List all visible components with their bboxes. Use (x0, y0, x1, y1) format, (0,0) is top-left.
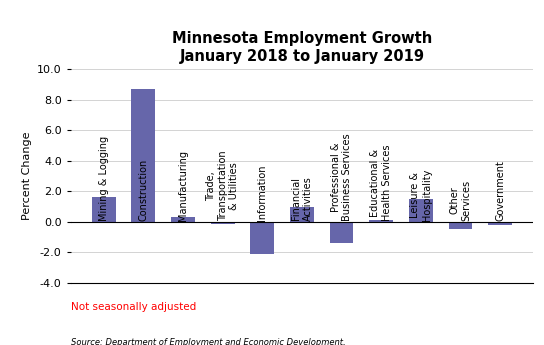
Bar (489, 222, 512, 225)
Bar (211, 222, 234, 224)
Bar (132, 89, 155, 222)
Bar (369, 220, 393, 222)
Text: Educational &
Health Services: Educational & Health Services (370, 145, 392, 221)
Text: Trade,
Transportation
& Utilities: Trade, Transportation & Utilities (206, 150, 239, 221)
Text: Not seasonally adjusted: Not seasonally adjusted (71, 303, 196, 313)
Text: Professional &
Business Services: Professional & Business Services (331, 134, 353, 221)
Title: Minnesota Employment Growth
January 2018 to January 2019: Minnesota Employment Growth January 2018… (172, 31, 432, 64)
Text: Financial
Activities: Financial Activities (291, 176, 313, 221)
Text: Leisure &
Hospitality: Leisure & Hospitality (410, 169, 432, 221)
Bar (330, 222, 354, 243)
Text: Government: Government (495, 160, 505, 221)
Bar (171, 217, 195, 222)
Text: Source: Department of Employment and Economic Development,
Current Employment St: Source: Department of Employment and Eco… (71, 338, 345, 345)
Text: Mining & Logging: Mining & Logging (98, 136, 109, 221)
Bar (449, 222, 472, 229)
Y-axis label: Percent Change: Percent Change (22, 132, 32, 220)
Bar (92, 197, 115, 222)
Text: Manufacturing: Manufacturing (178, 150, 188, 221)
Bar (290, 207, 314, 222)
Text: Information: Information (257, 165, 267, 221)
Text: Other
Services: Other Services (450, 180, 471, 221)
Bar (250, 222, 274, 254)
Bar (409, 199, 433, 222)
Text: Construction: Construction (138, 159, 149, 221)
